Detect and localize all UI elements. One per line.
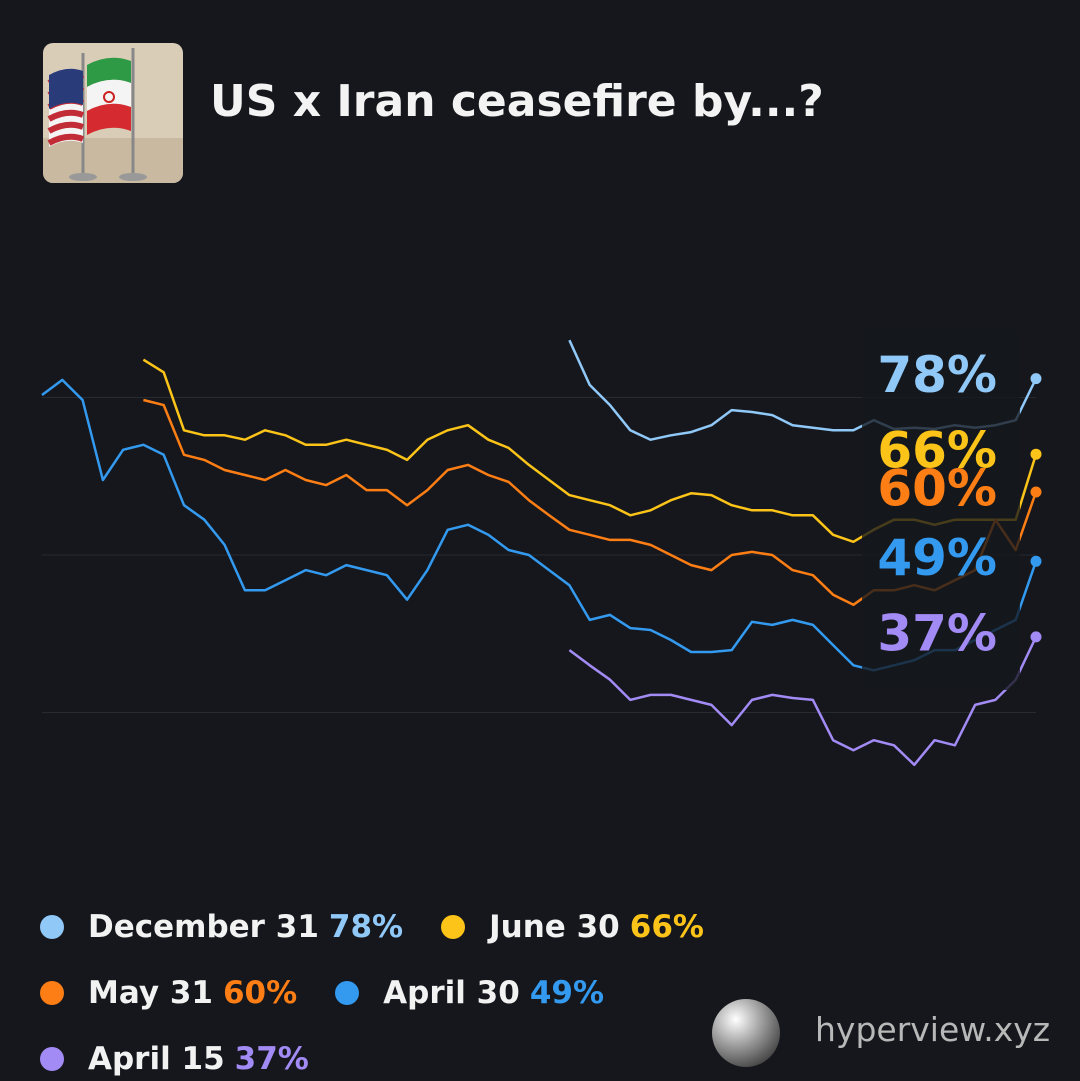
legend-dot <box>40 981 64 1005</box>
legend-value: 78% <box>328 909 404 945</box>
legend-dot <box>40 915 64 939</box>
legend-name: May 31 <box>88 975 213 1011</box>
end-dot <box>1030 555 1042 567</box>
legend-dot <box>335 981 360 1005</box>
chart: 78% 66%60% 49% 37% <box>41 330 1042 767</box>
legend: December 31 78% June 30 66% May 31 60% April 3… <box>40 905 740 1081</box>
legend-value: 66% <box>629 909 704 945</box>
end-label: 78% <box>877 346 997 404</box>
legend-name: April 15 <box>88 1041 225 1077</box>
legend-name: December 31 <box>88 909 319 945</box>
legend-item: December 31 78% <box>40 905 403 949</box>
legend-dot <box>441 915 466 939</box>
end-dot <box>1030 448 1042 460</box>
legend-item: June 30 66% <box>441 905 704 949</box>
end-dot <box>1030 631 1042 643</box>
legend-dot <box>40 1047 64 1071</box>
legend-value: 37% <box>234 1041 309 1077</box>
end-label: 49% <box>877 529 997 587</box>
chart-title: US x Iran ceasefire by...? <box>210 76 824 127</box>
end-label: 37% <box>877 604 997 662</box>
legend-value: 60% <box>222 975 298 1011</box>
legend-name: June 30 <box>489 909 620 945</box>
label-shade <box>862 330 1020 690</box>
legend-item: April 30 49% <box>335 971 604 1015</box>
legend-item: May 31 60% <box>40 971 297 1015</box>
legend-name: April 30 <box>383 975 520 1011</box>
legend-item: April 15 37% <box>40 1037 309 1081</box>
watermark: hyperview.xyz <box>815 1010 1051 1049</box>
series-line <box>568 636 1038 767</box>
logo <box>712 999 780 1067</box>
end-dot <box>1030 486 1042 498</box>
market-icon <box>43 43 183 183</box>
end-dot <box>1030 373 1042 385</box>
legend-value: 49% <box>529 975 605 1011</box>
end-label: 66% <box>877 422 997 480</box>
end-label: 60% <box>877 460 997 518</box>
